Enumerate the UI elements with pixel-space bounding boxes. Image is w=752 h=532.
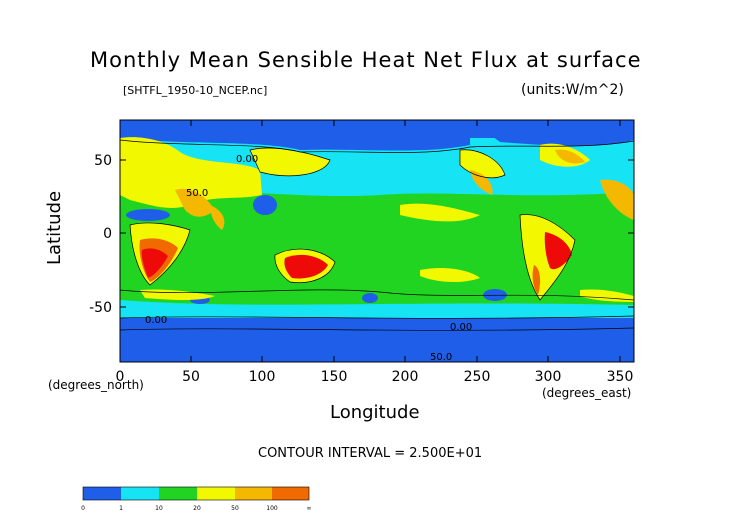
colorbar-label: 10 xyxy=(155,505,163,512)
y-tick-label: -50 xyxy=(89,300,112,316)
x-tick-label: 250 xyxy=(464,369,491,385)
colorbar: 0 1 10 20 50 100 ∞ xyxy=(81,486,312,512)
colorbar-label: 1 xyxy=(119,505,123,512)
x-tick-labels: 0 50 100 150 200 250 300 350 xyxy=(116,369,634,385)
x-ticks xyxy=(119,120,621,362)
y-tick-labels: 50 0 -50 xyxy=(89,153,112,316)
field-antarctic xyxy=(120,318,634,362)
y-tick-label: 50 xyxy=(94,153,112,169)
x-tick-label: 50 xyxy=(182,369,200,385)
x-tick-label: 100 xyxy=(249,369,276,385)
contour-interval: CONTOUR INTERVAL = 2.500E+01 xyxy=(258,446,483,461)
colorbar-swatch xyxy=(159,487,197,500)
colorbar-swatch xyxy=(272,487,309,500)
contour-label: 0.00 xyxy=(145,315,167,326)
contour-label: 50.0 xyxy=(430,352,452,363)
colorbar-label: 0 xyxy=(81,505,85,512)
x-axis-unit: (degrees_east) xyxy=(542,386,632,400)
source-file-label: [SHTFL_1950-10_NCEP.nc] xyxy=(123,84,268,97)
colorbar-label: ∞ xyxy=(307,505,312,512)
y-axis-unit: (degrees_north) xyxy=(48,378,144,392)
map-title: Monthly Mean Sensible Heat Net Flux at s… xyxy=(90,48,642,72)
colorbar-label: 20 xyxy=(193,505,201,512)
x-tick-label: 350 xyxy=(607,369,634,385)
x-tick-label: 200 xyxy=(392,369,419,385)
field-eurasia xyxy=(120,137,262,208)
colorbar-label: 50 xyxy=(231,505,239,512)
x-tick-label: 300 xyxy=(535,369,562,385)
plot-frame xyxy=(119,119,635,363)
y-ticks xyxy=(120,159,634,308)
y-axis-label: Latitude xyxy=(44,190,65,265)
colorbar-label: 100 xyxy=(266,505,278,512)
units-label: (units:W/m^2) xyxy=(521,82,624,98)
colorbar-swatch xyxy=(121,487,159,500)
contour-label: 0.00 xyxy=(236,154,258,165)
contour-label: 50.0 xyxy=(186,188,208,199)
y-tick-label: 0 xyxy=(103,226,112,242)
colorbar-swatch xyxy=(235,487,272,500)
contour-label: 0.00 xyxy=(450,322,472,333)
x-tick-label: 150 xyxy=(321,369,348,385)
x-axis-label: Longitude xyxy=(330,402,420,423)
colorbar-swatch xyxy=(83,487,121,500)
contour-lines xyxy=(120,139,634,331)
colorbar-swatch xyxy=(197,487,235,500)
x-tick-label: 0 xyxy=(116,369,125,385)
flux-field: 0.00 50.0 0.00 0.00 50.0 xyxy=(120,120,634,363)
